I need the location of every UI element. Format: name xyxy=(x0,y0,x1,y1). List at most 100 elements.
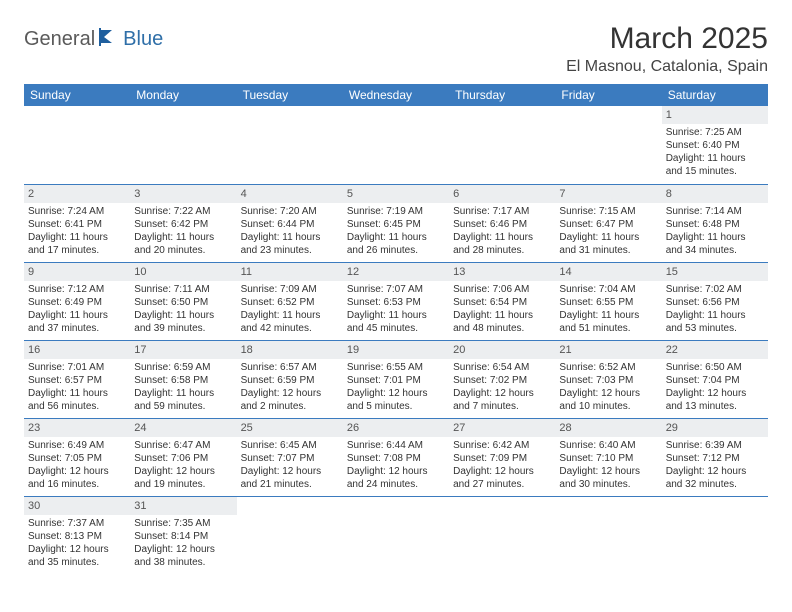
day-number: 20 xyxy=(449,341,555,359)
logo-text-blue: Blue xyxy=(123,28,163,51)
daylight-text: Daylight: 12 hours xyxy=(453,387,551,400)
day-number: 29 xyxy=(662,419,768,437)
calendar-day-cell: 5Sunrise: 7:19 AMSunset: 6:45 PMDaylight… xyxy=(343,184,449,262)
sunset-text: Sunset: 6:41 PM xyxy=(28,218,126,231)
calendar-day-cell: 18Sunrise: 6:57 AMSunset: 6:59 PMDayligh… xyxy=(237,340,343,418)
calendar-day-cell xyxy=(449,106,555,184)
calendar-day-cell: 22Sunrise: 6:50 AMSunset: 7:04 PMDayligh… xyxy=(662,340,768,418)
calendar-day-cell: 9Sunrise: 7:12 AMSunset: 6:49 PMDaylight… xyxy=(24,262,130,340)
sunset-text: Sunset: 7:10 PM xyxy=(559,452,657,465)
day-number: 17 xyxy=(130,341,236,359)
daylight-text: Daylight: 11 hours xyxy=(666,231,764,244)
day-number: 26 xyxy=(343,419,449,437)
sunset-text: Sunset: 8:13 PM xyxy=(28,530,126,543)
daylight-text: Daylight: 12 hours xyxy=(559,387,657,400)
calendar-day-cell xyxy=(555,106,661,184)
calendar-day-cell xyxy=(24,106,130,184)
daylight-text-2: and 20 minutes. xyxy=(134,244,232,257)
sunset-text: Sunset: 6:44 PM xyxy=(241,218,339,231)
day-number: 10 xyxy=(130,263,236,281)
calendar-week-row: 2Sunrise: 7:24 AMSunset: 6:41 PMDaylight… xyxy=(24,184,768,262)
calendar-week-row: 16Sunrise: 7:01 AMSunset: 6:57 PMDayligh… xyxy=(24,340,768,418)
day-number: 18 xyxy=(237,341,343,359)
sunset-text: Sunset: 7:03 PM xyxy=(559,374,657,387)
calendar-day-cell: 31Sunrise: 7:35 AMSunset: 8:14 PMDayligh… xyxy=(130,496,236,574)
day-number: 21 xyxy=(555,341,661,359)
daylight-text-2: and 7 minutes. xyxy=(453,400,551,413)
calendar-day-cell: 20Sunrise: 6:54 AMSunset: 7:02 PMDayligh… xyxy=(449,340,555,418)
calendar-day-cell: 17Sunrise: 6:59 AMSunset: 6:58 PMDayligh… xyxy=(130,340,236,418)
sunset-text: Sunset: 7:04 PM xyxy=(666,374,764,387)
daylight-text: Daylight: 12 hours xyxy=(453,465,551,478)
sunrise-text: Sunrise: 7:07 AM xyxy=(347,283,445,296)
title-block: March 2025 El Masnou, Catalonia, Spain xyxy=(566,22,768,76)
day-number: 15 xyxy=(662,263,768,281)
day-number: 14 xyxy=(555,263,661,281)
day-number: 28 xyxy=(555,419,661,437)
daylight-text: Daylight: 12 hours xyxy=(134,465,232,478)
day-number: 13 xyxy=(449,263,555,281)
daylight-text-2: and 5 minutes. xyxy=(347,400,445,413)
daylight-text-2: and 39 minutes. xyxy=(134,322,232,335)
day-number: 22 xyxy=(662,341,768,359)
daylight-text-2: and 45 minutes. xyxy=(347,322,445,335)
day-number: 3 xyxy=(130,185,236,203)
sunrise-text: Sunrise: 6:44 AM xyxy=(347,439,445,452)
sunset-text: Sunset: 7:05 PM xyxy=(28,452,126,465)
daylight-text: Daylight: 12 hours xyxy=(28,543,126,556)
day-number: 23 xyxy=(24,419,130,437)
calendar-header-cell: Monday xyxy=(130,84,236,106)
daylight-text-2: and 31 minutes. xyxy=(559,244,657,257)
sunrise-text: Sunrise: 6:40 AM xyxy=(559,439,657,452)
daylight-text: Daylight: 11 hours xyxy=(347,231,445,244)
sunset-text: Sunset: 6:58 PM xyxy=(134,374,232,387)
daylight-text: Daylight: 11 hours xyxy=(666,309,764,322)
day-number: 31 xyxy=(130,497,236,515)
calendar-day-cell: 1Sunrise: 7:25 AMSunset: 6:40 PMDaylight… xyxy=(662,106,768,184)
sunset-text: Sunset: 6:54 PM xyxy=(453,296,551,309)
sunset-text: Sunset: 7:08 PM xyxy=(347,452,445,465)
sunrise-text: Sunrise: 6:45 AM xyxy=(241,439,339,452)
daylight-text-2: and 53 minutes. xyxy=(666,322,764,335)
calendar-day-cell: 16Sunrise: 7:01 AMSunset: 6:57 PMDayligh… xyxy=(24,340,130,418)
daylight-text: Daylight: 11 hours xyxy=(134,309,232,322)
daylight-text-2: and 13 minutes. xyxy=(666,400,764,413)
sunset-text: Sunset: 6:46 PM xyxy=(453,218,551,231)
sunrise-text: Sunrise: 6:47 AM xyxy=(134,439,232,452)
calendar-day-cell: 29Sunrise: 6:39 AMSunset: 7:12 PMDayligh… xyxy=(662,418,768,496)
day-number: 5 xyxy=(343,185,449,203)
sunrise-text: Sunrise: 6:50 AM xyxy=(666,361,764,374)
calendar-day-cell: 25Sunrise: 6:45 AMSunset: 7:07 PMDayligh… xyxy=(237,418,343,496)
daylight-text-2: and 32 minutes. xyxy=(666,478,764,491)
day-number: 4 xyxy=(237,185,343,203)
sunrise-text: Sunrise: 7:09 AM xyxy=(241,283,339,296)
calendar-day-cell: 15Sunrise: 7:02 AMSunset: 6:56 PMDayligh… xyxy=(662,262,768,340)
daylight-text-2: and 38 minutes. xyxy=(134,556,232,569)
sunset-text: Sunset: 6:53 PM xyxy=(347,296,445,309)
sunset-text: Sunset: 6:52 PM xyxy=(241,296,339,309)
daylight-text: Daylight: 11 hours xyxy=(559,231,657,244)
daylight-text-2: and 28 minutes. xyxy=(453,244,551,257)
calendar-day-cell: 8Sunrise: 7:14 AMSunset: 6:48 PMDaylight… xyxy=(662,184,768,262)
calendar-week-row: 9Sunrise: 7:12 AMSunset: 6:49 PMDaylight… xyxy=(24,262,768,340)
sunset-text: Sunset: 7:09 PM xyxy=(453,452,551,465)
calendar-day-cell xyxy=(343,106,449,184)
sunset-text: Sunset: 6:57 PM xyxy=(28,374,126,387)
calendar-header-row: SundayMondayTuesdayWednesdayThursdayFrid… xyxy=(24,84,768,106)
daylight-text-2: and 56 minutes. xyxy=(28,400,126,413)
daylight-text-2: and 42 minutes. xyxy=(241,322,339,335)
calendar-week-row: 23Sunrise: 6:49 AMSunset: 7:05 PMDayligh… xyxy=(24,418,768,496)
sunset-text: Sunset: 6:55 PM xyxy=(559,296,657,309)
daylight-text: Daylight: 12 hours xyxy=(559,465,657,478)
daylight-text-2: and 37 minutes. xyxy=(28,322,126,335)
calendar-day-cell: 4Sunrise: 7:20 AMSunset: 6:44 PMDaylight… xyxy=(237,184,343,262)
daylight-text: Daylight: 12 hours xyxy=(666,465,764,478)
flag-icon xyxy=(99,28,121,51)
day-number: 2 xyxy=(24,185,130,203)
sunset-text: Sunset: 7:02 PM xyxy=(453,374,551,387)
daylight-text-2: and 59 minutes. xyxy=(134,400,232,413)
page-title: March 2025 xyxy=(566,22,768,56)
calendar-week-row: 1Sunrise: 7:25 AMSunset: 6:40 PMDaylight… xyxy=(24,106,768,184)
daylight-text: Daylight: 11 hours xyxy=(453,309,551,322)
logo: General Blue xyxy=(24,22,163,51)
